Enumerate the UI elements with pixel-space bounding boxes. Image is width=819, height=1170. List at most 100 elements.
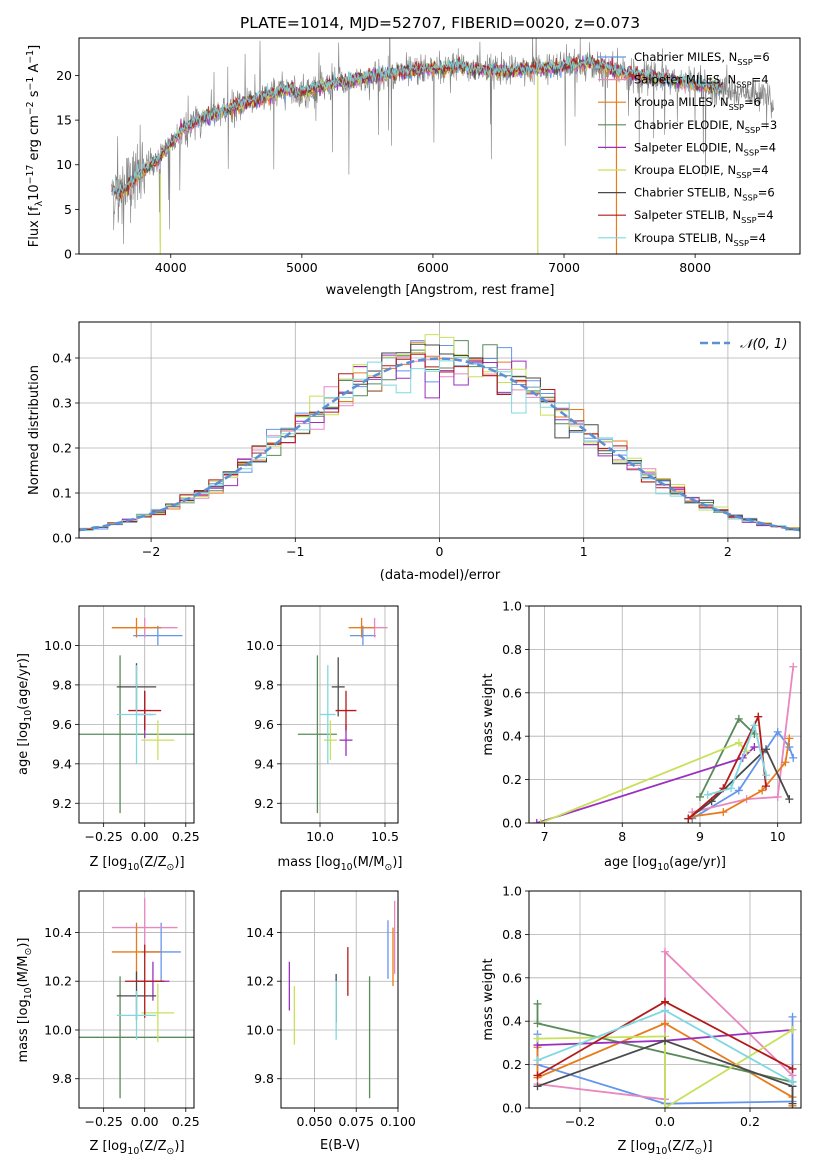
y-tick-label: 9.4 — [254, 756, 274, 771]
plot-area — [297, 617, 388, 814]
figure-title: PLATE=1014, MJD=52707, FIBERID=0020, z=0… — [240, 14, 640, 32]
y-tick-label: 0.8 — [502, 642, 522, 657]
axes-frame — [528, 890, 802, 1109]
y-tick-label: 9.8 — [254, 1071, 274, 1086]
y-tick-label: 5 — [64, 202, 72, 217]
y-tick-label: 9.6 — [52, 717, 72, 732]
x-tick-label: 0.25 — [172, 829, 200, 844]
x-tick-label: 10.0 — [306, 829, 334, 844]
y-tick-label: 9.8 — [52, 1071, 72, 1086]
y-tick-label: 15 — [56, 113, 72, 128]
data-point — [661, 1006, 669, 1015]
x-tick-label: 4000 — [155, 260, 187, 275]
x-tick-label: 2 — [724, 544, 732, 559]
data-point — [762, 745, 771, 754]
x-tick-label: 10 — [770, 829, 786, 844]
panel-mass-vs-Z: −0.25 0.00 0.25 9.8 10.0 10.2 10.4 Z [log10(Z/Z… — [16, 890, 200, 1157]
data-point — [661, 997, 669, 1006]
y-tick-label: 9.2 — [52, 796, 72, 811]
legend-label: Kroupa ELODIE, NSSP=4 — [634, 163, 769, 180]
axes-frame — [280, 605, 399, 824]
y-tick-label: 0.0 — [52, 531, 72, 546]
data-point — [762, 782, 771, 791]
y-tick-label: 0.1 — [52, 486, 72, 501]
data-point — [719, 808, 728, 817]
x-tick-label: 0.050 — [297, 1114, 333, 1129]
y-tick-label: 9.4 — [52, 756, 72, 771]
model-spectrum-line — [111, 54, 722, 204]
weight-series-line — [540, 741, 748, 823]
data-point — [734, 738, 743, 747]
weight-series-line — [687, 747, 791, 820]
x-tick-label: −0.2 — [565, 1114, 595, 1129]
y-tick-label: 0.8 — [502, 927, 522, 942]
y-axis-label: mass weight — [481, 673, 496, 755]
x-tick-label: 7 — [541, 829, 549, 844]
x-tick-label: 0.25 — [172, 1114, 200, 1129]
y-axis-label: mass weight — [481, 958, 496, 1040]
data-point — [533, 1071, 542, 1080]
histogram-step — [79, 334, 800, 530]
data-point — [773, 792, 782, 801]
y-tick-label: 0.3 — [52, 396, 72, 411]
y-tick-label: 10.4 — [44, 925, 72, 940]
x-tick-label: −0.25 — [84, 1114, 122, 1129]
y-tick-label: 10.2 — [44, 974, 72, 989]
model-spectrum-line — [111, 58, 722, 202]
legend-label: Chabrier STELIB, NSSP=6 — [634, 186, 775, 203]
x-tick-label: −0.25 — [84, 829, 122, 844]
data-point — [661, 1104, 669, 1108]
data-point — [750, 743, 759, 752]
y-tick-label: 0.4 — [52, 351, 72, 366]
y-tick-label: 0 — [64, 247, 72, 262]
y-tick-label: 20 — [56, 68, 72, 83]
x-axis-label: mass [log10(M/M⊙)] — [278, 855, 403, 873]
data-point — [684, 814, 693, 823]
model-spectrum-line — [111, 59, 722, 200]
data-point — [754, 712, 763, 721]
x-axis-label: Z [log10(Z/Z⊙)] — [89, 1139, 184, 1157]
y-tick-label: 9.2 — [254, 796, 274, 811]
x-tick-label: 0.100 — [380, 1114, 416, 1129]
x-axis-label: Z [log10(Z/Z⊙)] — [89, 855, 184, 873]
x-tick-label: 8000 — [679, 260, 711, 275]
x-axis-label: (data-model)/error — [380, 568, 501, 583]
panel-weight-vs-Z: −0.2 0.0 0.2 0.0 0.2 0.4 0.6 0.8 1.0 Z [log10(Z/Z… — [481, 884, 802, 1157]
data-point — [788, 1077, 797, 1086]
x-tick-label: 8 — [618, 829, 626, 844]
x-tick-label: 9 — [696, 829, 704, 844]
x-axis-label: E(B-V) — [320, 1138, 360, 1153]
data-point — [734, 786, 743, 795]
data-point — [533, 1034, 542, 1043]
data-point — [750, 721, 759, 730]
model-spectrum-line — [111, 58, 722, 202]
axes-frame — [280, 890, 399, 1109]
plot-area — [111, 38, 774, 254]
x-tick-label: 0.075 — [338, 1114, 374, 1129]
data-point — [532, 819, 541, 823]
x-tick-label: −1 — [286, 544, 304, 559]
y-tick-label: 0.0 — [502, 816, 522, 831]
weight-series-line — [707, 722, 767, 796]
axes-frame — [78, 890, 195, 1109]
legend: Chabrier MILES, NSSP=6 Salpeter MILES, NS… — [598, 50, 777, 248]
data-point — [661, 947, 669, 956]
y-tick-label: 0.0 — [502, 1101, 522, 1116]
axes-frame — [78, 37, 801, 255]
data-point — [789, 662, 798, 671]
x-tick-label: −2 — [142, 544, 160, 559]
data-point — [781, 758, 790, 767]
y-tick-label: 10.0 — [246, 638, 274, 653]
legend-label: 𝒩(0, 1) — [740, 337, 787, 352]
x-tick-label: 0 — [436, 544, 444, 559]
axes-frame — [78, 321, 801, 539]
y-tick-label: 0.4 — [502, 729, 522, 744]
x-tick-label: 5000 — [286, 260, 318, 275]
plot-area — [288, 900, 396, 1099]
y-tick-label: 0.2 — [502, 772, 522, 787]
plot-area — [533, 947, 797, 1108]
y-tick-label: 10 — [56, 157, 72, 172]
panel-spectrum: 4000 5000 6000 7000 8000 0 5 10 15 20 Chabrier MIL… — [25, 37, 801, 298]
x-tick-label: 0.0 — [655, 1114, 675, 1129]
